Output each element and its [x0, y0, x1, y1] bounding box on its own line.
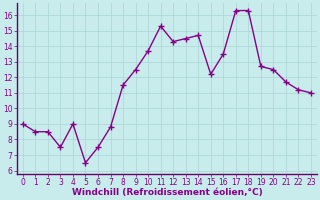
X-axis label: Windchill (Refroidissement éolien,°C): Windchill (Refroidissement éolien,°C): [72, 188, 262, 197]
